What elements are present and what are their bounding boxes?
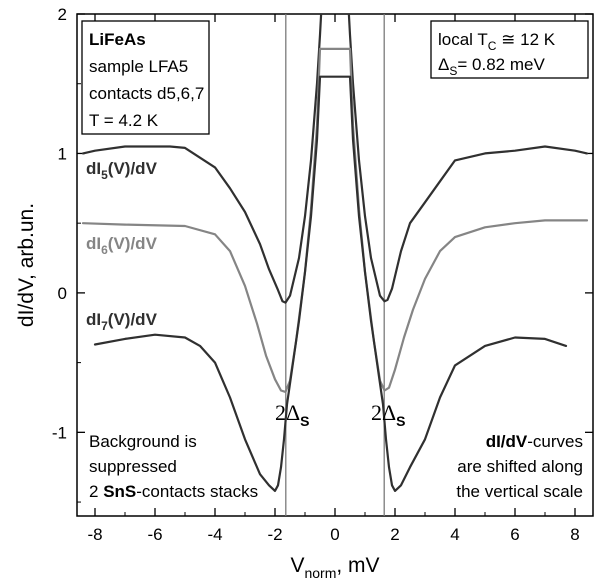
series-label-dI7-sub: 7 (101, 319, 108, 333)
legend-box: LiFeAs sample LFA5 contacts d5,6,7 T = 4… (81, 20, 210, 135)
annotation-right-line3: the vertical scale (456, 482, 583, 501)
x-tick-label: -6 (147, 525, 162, 544)
series-label-dI6-main: dI (86, 234, 101, 253)
annotation-left-line3-bold: SnS (103, 482, 136, 501)
annotation-right-line1-bold: dI/dV (486, 432, 528, 451)
series-label-dI6: dI6(V)/dV (86, 234, 158, 257)
x-tick-label: 8 (570, 525, 579, 544)
legend-line-temperature: T = 4.2 K (89, 111, 159, 130)
gap-label-right: 2ΔS (371, 400, 406, 429)
x-tick-label: 4 (450, 525, 459, 544)
y-axis-title: dI/dV, arb.un. (15, 203, 38, 327)
x-tick-label: -4 (207, 525, 222, 544)
x-tick-label: 2 (390, 525, 399, 544)
x-axis-ticks: -8 -6 -4 -2 0 2 4 6 8 (87, 14, 580, 544)
info-tc-sub: C (488, 39, 497, 53)
series-label-dI5: dI5(V)/dV (86, 159, 158, 182)
annotation-left-line3-pre: 2 (89, 482, 103, 501)
x-tick-label: -8 (87, 525, 102, 544)
info-gap-main: Δ (438, 55, 449, 74)
gap-markers (285, 14, 385, 516)
series-label-dI5-tail: (V)/dV (108, 159, 158, 178)
series-line-5 (81, 14, 589, 304)
x-tick-label: 6 (510, 525, 519, 544)
legend-line-material: LiFeAs (89, 30, 146, 49)
annotation-right: dI/dV-curves are shifted along the verti… (456, 432, 583, 501)
legend-line-sample: sample LFA5 (89, 57, 188, 76)
x-axis-title-sub: norm (304, 565, 336, 581)
info-box-frame (430, 20, 589, 79)
annotation-left-line2: suppressed (89, 457, 177, 476)
info-line-tc: local TC ≅ 12 K (438, 30, 556, 53)
series-label-dI6-sub: 6 (101, 243, 108, 257)
x-tick-label: 0 (330, 525, 339, 544)
legend-line-contacts: contacts d5,6,7 (89, 84, 204, 103)
x-axis-title: Vnorm, mV (290, 554, 379, 581)
gap-label-right-main: 2Δ (371, 400, 396, 425)
y-tick-label: 1 (58, 144, 67, 163)
info-gap-tail: = 0.82 meV (457, 55, 545, 74)
series-label-dI6-tail: (V)/dV (108, 234, 158, 253)
series-label-dI5-sub: 5 (101, 168, 108, 182)
y-tick-label: 0 (58, 284, 67, 303)
x-tick-label: -2 (267, 525, 282, 544)
gap-label-left-main: 2Δ (275, 400, 300, 425)
info-box: local TC ≅ 12 K ΔS= 0.82 meV (430, 20, 589, 79)
series-label-dI5-main: dI (86, 159, 101, 178)
x-axis-title-tail: , mV (336, 554, 379, 577)
info-tc-tail: ≅ 12 K (496, 30, 555, 49)
gap-label-left-sub: S (300, 413, 309, 429)
y-tick-label: 2 (58, 5, 67, 24)
x-axis-title-main: V (290, 554, 304, 577)
series-line-7 (93, 75, 568, 492)
series-label-dI7: dI7(V)/dV (86, 310, 158, 333)
annotation-right-line1: dI/dV-curves (486, 432, 583, 451)
curves (81, 14, 589, 492)
annotation-right-line2: are shifted along (457, 457, 583, 476)
y-tick-label: -1 (52, 423, 67, 442)
y-axis-ticks: -1 0 1 2 (52, 5, 593, 503)
annotation-left: Background is suppressed 2 SnS-contacts … (89, 432, 258, 501)
legend-box-frame (81, 20, 210, 135)
annotation-right-line1-tail: -curves (527, 432, 583, 451)
gap-label-right-sub: S (396, 413, 405, 429)
series-line-6 (81, 47, 589, 393)
annotation-left-line3-tail: -contacts stacks (136, 482, 258, 501)
series-label-dI7-main: dI (86, 310, 101, 329)
annotation-left-line3: 2 SnS-contacts stacks (89, 482, 258, 501)
info-line-gap: ΔS= 0.82 meV (438, 55, 545, 78)
info-gap-sub: S (449, 64, 457, 78)
series-label-dI7-tail: (V)/dV (108, 310, 158, 329)
info-tc-main: local T (438, 30, 488, 49)
annotation-left-line1: Background is (89, 432, 197, 451)
gap-label-left: 2ΔS (275, 400, 310, 429)
